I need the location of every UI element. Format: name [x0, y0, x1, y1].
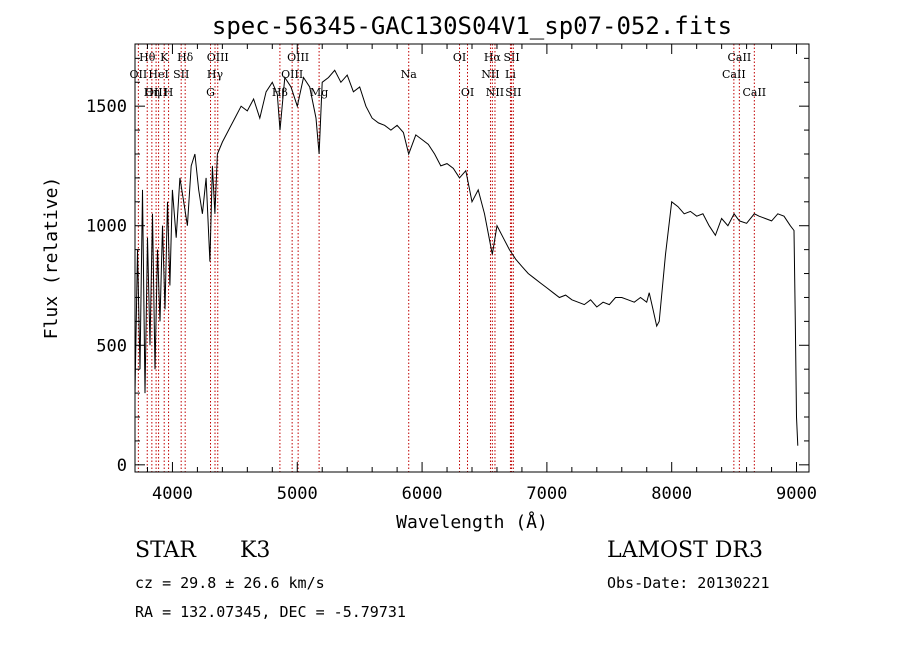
- observation-date: Obs-Date: 20130221: [607, 574, 770, 592]
- spectral-line-label: G: [206, 86, 215, 99]
- y-tick-label: 1000: [86, 217, 127, 237]
- spectral-line-label: Hη: [144, 86, 160, 99]
- spectral-line-label: K: [160, 51, 169, 64]
- x-tick-label: 8000: [651, 484, 692, 504]
- plot-frame: [134, 43, 810, 473]
- survey-name: LAMOST DR3: [607, 538, 763, 563]
- spectral-line-label: NII: [481, 68, 499, 81]
- redshift-velocity: cz = 29.8 ± 26.6 km/s: [135, 574, 325, 592]
- spectral-line-label: OIII: [145, 86, 167, 99]
- x-tick-label: 5000: [277, 484, 318, 504]
- x-tick-label: 7000: [526, 484, 567, 504]
- flux-series-line: [134, 69, 799, 446]
- spectral-line-label: SII: [173, 68, 189, 81]
- y-tick-label: 500: [96, 336, 127, 356]
- spectral-line-label: Li: [505, 68, 516, 81]
- spectral-line-label: Na: [401, 68, 418, 81]
- spectral-line-label: CaII: [742, 86, 766, 99]
- spectral-line-label: Hθ: [139, 51, 156, 64]
- spectral-line-label: NII: [486, 86, 504, 99]
- y-tick-label: 1500: [86, 97, 127, 117]
- spectral-line-label: Hδ: [177, 51, 194, 64]
- y-tick-label: 0: [117, 456, 127, 476]
- spectral-line-label: CaII: [722, 68, 746, 81]
- spectral-line-label: CaII: [728, 51, 752, 64]
- axis-ticks: 4000 5000 6000 7000 8000 9000 0 500 1000 1500: [86, 44, 817, 504]
- object-subclass: K3: [240, 538, 271, 563]
- spectral-line-label: SII: [503, 51, 519, 64]
- x-axis-label: Wavelength (Å): [396, 511, 548, 533]
- spectral-line-label: OII: [130, 68, 148, 81]
- spectral-line-label: Hγ: [207, 68, 224, 81]
- x-tick-label: 6000: [402, 484, 443, 504]
- spectral-line-label: OIII: [287, 51, 309, 64]
- spectral-line-label: OI: [453, 51, 466, 64]
- spectral-line-label: SII: [505, 86, 521, 99]
- object-class: STAR: [135, 538, 196, 563]
- spectral-line-label: Hα: [484, 51, 502, 64]
- x-tick-label: 9000: [776, 484, 817, 504]
- x-tick-label: 4000: [152, 484, 193, 504]
- spectral-line-label: OIII: [207, 51, 229, 64]
- spectral-line-label: OIII: [281, 68, 303, 81]
- y-axis-label: Flux (relative): [41, 177, 62, 340]
- chart-title: spec-56345-GAC130S04V1_sp07-052.fits: [212, 12, 732, 40]
- spectral-line-label: OI: [461, 86, 474, 99]
- spectral-line-label: Mg: [310, 86, 328, 99]
- spectral-line-label: H: [164, 86, 174, 99]
- coordinates: RA = 132.07345, DEC = -5.79731: [135, 603, 406, 621]
- spectral-line-label: HeI: [148, 68, 168, 81]
